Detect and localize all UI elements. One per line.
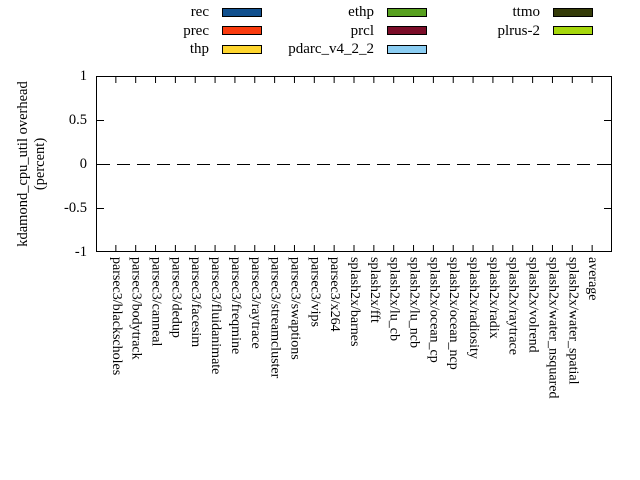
x-tick-label: splash2x/volrend (525, 257, 541, 353)
plot-area (96, 76, 612, 252)
legend-swatch-ttmo (553, 7, 593, 17)
x-axis-ticks-top (115, 77, 593, 83)
x-tick-label: parsec3/x264 (327, 257, 343, 332)
legend-column-2: ethp prcl pdarc_v4_2_2 (270, 3, 427, 59)
legend-label-ethp: ethp (348, 4, 374, 21)
legend-column-3: ttmo plrus-2 (436, 3, 593, 40)
legend-label-rec: rec (190, 4, 209, 21)
x-tick-label: splash2x/radiosity (466, 257, 482, 359)
y-axis-ticks (97, 120, 611, 209)
legend-item-ethp: ethp (270, 3, 427, 22)
x-tick-label: parsec3/vips (307, 257, 323, 327)
plot-border (96, 76, 612, 252)
legend-swatch-prec (222, 26, 262, 36)
y-tick-label: -1 (74, 244, 87, 260)
y-tick-label: 1 (79, 68, 87, 84)
x-tick-label: parsec3/fluidanimate (208, 257, 224, 375)
y-tick-label: 0.5 (68, 112, 87, 128)
y-tick-label: -0.5 (64, 200, 87, 216)
legend-label-pdarc_v4_2_2: pdarc_v4_2_2 (288, 41, 374, 58)
x-tick-label: parsec3/canneal (148, 257, 164, 347)
legend-label-prcl: prcl (350, 22, 374, 39)
y-axis-title-line1: kdamond_cpu_util overhead (15, 81, 31, 247)
x-tick-label: splash2x/lu_ncb (406, 257, 422, 348)
legend-swatch-pdarc_v4_2_2 (387, 44, 427, 54)
x-tick-label: parsec3/raytrace (247, 257, 263, 349)
legend-swatch-rec (222, 7, 262, 17)
legend-swatch-ethp (387, 7, 427, 17)
legend-item-prec: prec (130, 22, 262, 41)
x-axis-labels: parsec3/blackscholes parsec3/bodytrack p… (106, 257, 602, 435)
legend-label-thp: thp (189, 41, 209, 58)
x-tick-label: parsec3/blackscholes (108, 257, 124, 376)
x-tick-label: splash2x/water_nsquared (545, 257, 561, 399)
legend-swatch-prcl (387, 26, 427, 36)
x-tick-label: parsec3/streamcluster (267, 257, 283, 379)
x-tick-label: splash2x/barnes (346, 257, 362, 347)
legend-item-thp: thp (130, 40, 262, 59)
x-axis-ticks-bottom (115, 245, 593, 251)
x-tick-label: splash2x/ocean_ncp (446, 257, 462, 370)
legend-item-ttmo: ttmo (436, 3, 593, 22)
legend-item-pdarc_v4_2_2: pdarc_v4_2_2 (270, 40, 427, 59)
x-tick-label: splash2x/lu_cb (386, 257, 402, 341)
legend-label-prec: prec (183, 22, 209, 39)
x-tick-label: parsec3/dedup (168, 257, 184, 338)
x-tick-label: splash2x/fft (366, 257, 382, 323)
legend-swatch-thp (222, 44, 262, 54)
legend-label-plrus-2: plrus-2 (497, 22, 541, 39)
x-tick-label: splash2x/water_spatial (565, 257, 581, 385)
x-tick-label: parsec3/freqmine (227, 257, 243, 355)
y-tick-label: 0 (79, 156, 87, 172)
x-tick-label: splash2x/raytrace (505, 257, 521, 355)
x-tick-label: average (585, 257, 601, 301)
legend-item-rec: rec (130, 3, 262, 22)
x-tick-label: parsec3/bodytrack (128, 257, 144, 360)
legend-item-plrus-2: plrus-2 (436, 22, 593, 41)
x-tick-label: splash2x/ocean_cp (426, 257, 442, 363)
legend-swatch-plrus-2 (553, 26, 593, 36)
x-tick-label: parsec3/swaptions (287, 257, 303, 360)
legend-label-ttmo: ttmo (512, 4, 540, 21)
x-tick-label: splash2x/radix (485, 257, 501, 339)
legend-item-prcl: prcl (270, 22, 427, 41)
legend-column-1: rec prec thp (130, 3, 262, 59)
x-tick-label: parsec3/facesim (188, 257, 204, 348)
